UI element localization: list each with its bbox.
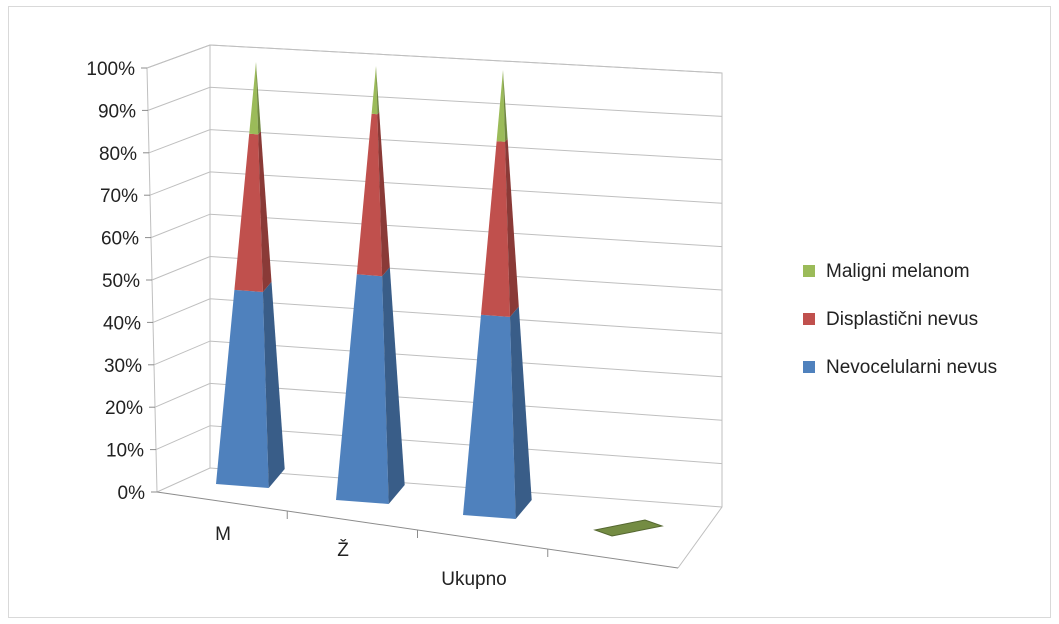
pyramid xyxy=(463,70,532,519)
pyramid-front-Displastični nevus xyxy=(481,141,510,317)
gridline xyxy=(151,255,723,291)
pyramid-front-Nevocelularni nevus xyxy=(336,274,389,504)
legend-item: Displastični nevus xyxy=(803,309,978,330)
y-tick-label: 100% xyxy=(86,59,135,80)
y-tick-label: 40% xyxy=(103,313,141,334)
y-tick-label: 0% xyxy=(118,483,146,504)
y-tick-label: 70% xyxy=(100,186,138,207)
pyramid-side-Nevocelularni nevus xyxy=(382,267,405,504)
y-tick-label: 30% xyxy=(104,356,142,377)
gridline xyxy=(155,425,723,465)
pyramid-side-Maligni melanom xyxy=(376,66,380,115)
y-tick-label: 10% xyxy=(106,441,144,462)
y-tick-label: 90% xyxy=(98,101,136,122)
pyramid-side-Displastični nevus xyxy=(377,112,390,277)
gridline xyxy=(149,171,723,204)
pyramid-front-Nevocelularni nevus xyxy=(463,314,516,519)
category-label: Ukupno xyxy=(441,569,507,590)
legend: Maligni melanom Displastični nevus Nevocel… xyxy=(803,261,997,378)
pyramid-front-Maligni melanom xyxy=(249,62,259,135)
legend-swatch xyxy=(803,361,815,373)
pyramid-side-Nevocelularni nevus xyxy=(510,306,532,519)
y-tick-label: 80% xyxy=(99,144,137,165)
category-label: Ž xyxy=(337,539,349,561)
pyramid-side-Displastični nevus xyxy=(258,131,272,292)
pyramid-side-Displastični nevus xyxy=(505,138,519,317)
gridline xyxy=(146,44,723,74)
pyramid-front-Maligni melanom xyxy=(371,66,378,115)
y-tick-label: 20% xyxy=(105,398,143,419)
legend-label: Maligni melanom xyxy=(826,261,970,282)
category-labels: M Ž Ukupno xyxy=(215,524,507,590)
gridline xyxy=(152,298,723,334)
legend-label: Nevocelularni nevus xyxy=(826,357,997,378)
legend-label: Displastični nevus xyxy=(826,309,978,330)
pyramid-front-Maligni melanom xyxy=(496,70,505,142)
pyramid-front-Nevocelularni nevus xyxy=(216,289,269,488)
gridline xyxy=(147,86,723,117)
pyramid xyxy=(336,66,405,504)
pyramid xyxy=(593,519,664,537)
legend-swatch xyxy=(803,265,815,277)
y-axis-ticks: 0% 10% 20% 30% 40% 50% 60% 70% 80% 90% 100% xyxy=(86,59,145,504)
legend-swatch xyxy=(803,313,815,325)
chart-floor xyxy=(156,491,679,569)
gridlines xyxy=(141,44,723,508)
gridline xyxy=(156,467,723,508)
pyramid-side-Maligni melanom xyxy=(503,70,508,142)
legend-item: Maligni melanom xyxy=(803,261,970,282)
empty-base-Maligni melanom xyxy=(593,519,664,537)
pyramids xyxy=(216,62,664,537)
pyramid-side-Nevocelularni nevus xyxy=(262,281,285,488)
y-tick-label: 60% xyxy=(101,229,139,250)
legend-item: Nevocelularni nevus xyxy=(803,357,997,378)
pyramid-front-Displastični nevus xyxy=(356,113,383,277)
category-label: M xyxy=(215,524,231,545)
pyramid-front-Displastični nevus xyxy=(234,133,263,292)
chart-frame xyxy=(8,6,1051,618)
gridline xyxy=(150,213,723,248)
pyramid-side-Maligni melanom xyxy=(256,62,261,135)
gridline xyxy=(148,129,723,161)
pyramid xyxy=(216,62,285,488)
gridline xyxy=(154,382,723,421)
gridline xyxy=(153,340,723,378)
y-tick-label: 50% xyxy=(102,271,140,292)
